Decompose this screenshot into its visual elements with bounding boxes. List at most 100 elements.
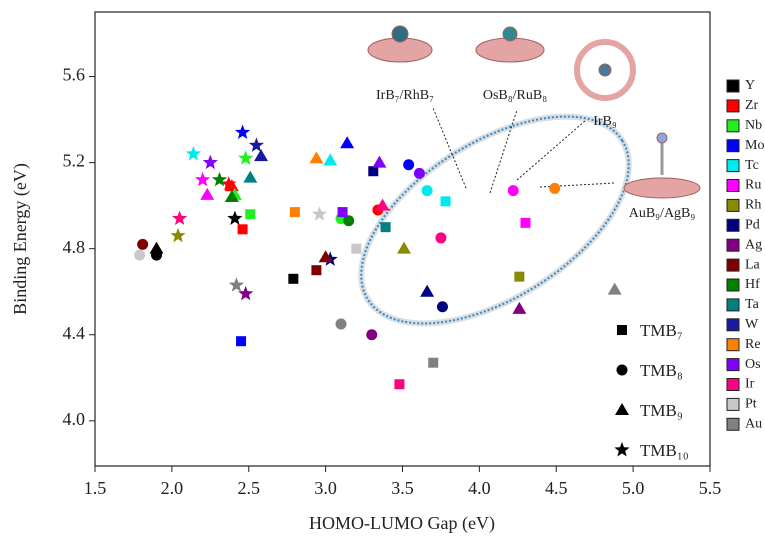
point (290, 207, 300, 217)
y-tick-label: 4.8 (63, 237, 86, 257)
legend-swatch (727, 239, 739, 251)
point (245, 209, 255, 219)
legend-swatch (727, 160, 739, 172)
y-tick-label: 4.0 (63, 409, 86, 429)
point (514, 272, 524, 282)
legend-label: Hf (745, 277, 760, 292)
point (403, 159, 414, 170)
legend-label: TMB₈ (640, 361, 683, 380)
point (288, 274, 298, 284)
legend-label: Y (745, 78, 755, 93)
point (203, 155, 218, 170)
legend-swatch (727, 120, 739, 132)
y-tick-label: 5.6 (63, 65, 86, 85)
point (441, 196, 451, 206)
point (420, 285, 434, 297)
point (512, 302, 526, 314)
point (309, 151, 323, 163)
annotation: IrB₇/RhB₇ (376, 88, 434, 103)
legend-label: Os (745, 357, 761, 372)
point (249, 137, 264, 152)
legend-marker (617, 365, 628, 376)
legend-swatch (727, 199, 739, 211)
legend-label: Ir (745, 377, 755, 392)
legend-label: Pd (745, 218, 760, 233)
point (238, 150, 253, 165)
legend-swatch (727, 299, 739, 311)
legend-swatch (727, 418, 739, 430)
atom (657, 133, 667, 143)
x-tick-label: 1.5 (84, 478, 107, 498)
atom (392, 26, 408, 42)
plot-frame (95, 12, 710, 466)
y-axis-label: Binding Energy (eV) (10, 163, 31, 315)
legend-marker (615, 403, 629, 415)
x-tick-label: 3.5 (391, 478, 414, 498)
legend-label: Tc (745, 158, 759, 173)
annotation: IrB₉ (593, 114, 617, 129)
point (172, 211, 187, 225)
x-tick-label: 3.0 (314, 478, 337, 498)
point (521, 218, 531, 228)
point (311, 265, 321, 275)
point (229, 277, 244, 291)
point (254, 149, 268, 161)
x-tick-label: 2.0 (161, 478, 184, 498)
legend-label: TMB₇ (640, 321, 683, 340)
legend-label: TMB₁₀ (640, 441, 689, 460)
legend-label: Ag (745, 237, 762, 252)
legend-label: Re (745, 337, 761, 352)
x-tick-label: 4.0 (468, 478, 491, 498)
x-tick-label: 5.5 (699, 478, 722, 498)
atom (503, 27, 517, 41)
point (186, 146, 201, 161)
point (150, 242, 164, 254)
point (200, 188, 214, 200)
molecule (624, 178, 700, 198)
point (366, 329, 377, 340)
point (368, 166, 378, 176)
y-tick-label: 4.4 (63, 323, 86, 343)
y-tick-label: 5.2 (63, 151, 86, 171)
legend-marker (614, 442, 629, 457)
chart: HOMO-LUMO Gap (eV) Binding Energy (eV) 1… (0, 0, 765, 539)
point (397, 242, 411, 254)
legend-label: Nb (745, 118, 762, 133)
legend-swatch (727, 100, 739, 112)
legend-label: TMB₉ (640, 401, 683, 420)
atom (599, 64, 611, 76)
legend-swatch (727, 140, 739, 152)
point (428, 358, 438, 368)
legend-swatch (727, 219, 739, 231)
legend-swatch (727, 319, 739, 331)
legend-swatch (727, 80, 739, 92)
legend-label: Rh (745, 198, 761, 213)
point (227, 211, 242, 225)
point (195, 172, 210, 187)
point (236, 336, 246, 346)
legend-label: Mo (745, 138, 764, 153)
point (422, 185, 433, 196)
point (372, 156, 386, 168)
point (238, 286, 253, 300)
molecule (476, 38, 544, 62)
legend-swatch (727, 279, 739, 291)
point (336, 318, 347, 329)
legend-swatch (727, 359, 739, 371)
point (323, 153, 337, 165)
point (508, 185, 519, 196)
legend-label: Pt (745, 397, 757, 412)
x-tick-label: 5.0 (622, 478, 645, 498)
legend-label: Ru (745, 178, 761, 193)
point (351, 244, 361, 254)
legend-swatch (727, 379, 739, 391)
legend-swatch (727, 180, 739, 192)
legend-label: Au (745, 417, 762, 432)
point (243, 171, 257, 183)
legend-label: Ta (745, 297, 760, 312)
point (340, 136, 354, 148)
legend-swatch (727, 339, 739, 351)
point (235, 125, 250, 140)
legend-swatch (727, 398, 739, 410)
